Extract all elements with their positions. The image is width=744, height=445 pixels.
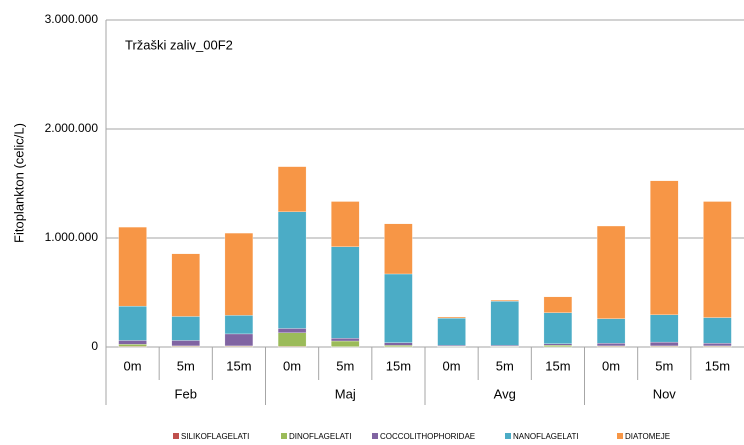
bar-segment — [331, 201, 360, 247]
bar-segment — [277, 166, 307, 212]
bar-segment — [543, 296, 573, 313]
y-tick-label: 3.000.000 — [45, 12, 99, 26]
bar-segment — [384, 345, 413, 347]
group-label: Avg — [494, 386, 516, 401]
bar-segment — [437, 316, 466, 319]
bar-segment — [596, 318, 626, 344]
bar-segment — [118, 305, 147, 341]
bar-segment — [650, 341, 679, 347]
x-tick-label: 0m — [443, 358, 461, 373]
legend-label: SILIKOFLAGELATI — [181, 432, 249, 441]
x-tick-label: 15m — [226, 358, 251, 373]
x-tick-label: 0m — [124, 358, 142, 373]
bar-segment — [703, 343, 732, 347]
x-tick-label: 0m — [602, 358, 620, 373]
bar-segment — [331, 246, 360, 339]
bar-segment — [543, 343, 573, 346]
x-tick-label: 0m — [283, 358, 301, 373]
x-tick-label: 5m — [496, 358, 514, 373]
legend-swatch — [173, 433, 179, 439]
bar-segment — [596, 225, 626, 319]
x-tick-label: 5m — [655, 358, 673, 373]
bar-segment — [384, 223, 413, 275]
legend-swatch — [281, 433, 287, 439]
bar-segment — [171, 316, 200, 341]
y-tick-label: 1.000.000 — [45, 230, 99, 244]
legend-label: NANOFLAGELATI — [513, 432, 579, 441]
x-tick-label: 5m — [336, 358, 354, 373]
group-label: Maj — [335, 386, 356, 401]
bar-segment — [543, 344, 573, 347]
legend-label: DIATOMEJE — [625, 432, 670, 441]
bar-segment — [596, 343, 626, 347]
legend-label: COCCOLITHOPHORIDAE — [380, 432, 475, 441]
y-tick-label: 0 — [91, 339, 98, 353]
legend-swatch — [617, 433, 623, 439]
annotation: Tržaški zaliv_00F2 — [125, 37, 233, 52]
bar-segment — [118, 226, 147, 307]
bar-segment — [171, 340, 200, 347]
y-axis-label: Fitoplankton (celic/L) — [11, 123, 26, 243]
bar-segment — [224, 315, 254, 335]
bar-segment — [650, 180, 679, 315]
bar-segment — [277, 211, 307, 329]
bar-segment — [650, 314, 679, 343]
bar-segment — [437, 317, 466, 346]
bar-segment — [224, 232, 254, 316]
bar-segment — [384, 342, 413, 346]
bar-segment — [490, 299, 519, 302]
bar-segment — [543, 312, 573, 344]
bar-segment — [384, 273, 413, 343]
bar-segment — [703, 201, 732, 318]
x-tick-label: 5m — [177, 358, 195, 373]
bar-segment — [118, 340, 147, 345]
bar-segment — [490, 301, 519, 346]
bar-segment — [277, 332, 307, 347]
group-label: Feb — [175, 386, 197, 401]
x-tick-label: 15m — [386, 358, 411, 373]
bar-segment — [171, 253, 200, 317]
bar-segment — [224, 333, 254, 347]
y-tick-label: 2.000.000 — [45, 121, 99, 135]
bar-segment — [703, 317, 732, 344]
group-label: Nov — [653, 386, 677, 401]
legend-label: DINOFLAGELATI — [289, 432, 352, 441]
bar-segment — [277, 328, 307, 333]
bar-segment — [331, 340, 360, 347]
legend-swatch — [505, 433, 511, 439]
bar-segment — [118, 344, 147, 347]
x-tick-label: 15m — [705, 358, 730, 373]
bar-segment — [331, 338, 360, 342]
legend-swatch — [372, 433, 378, 439]
x-tick-label: 15m — [545, 358, 570, 373]
